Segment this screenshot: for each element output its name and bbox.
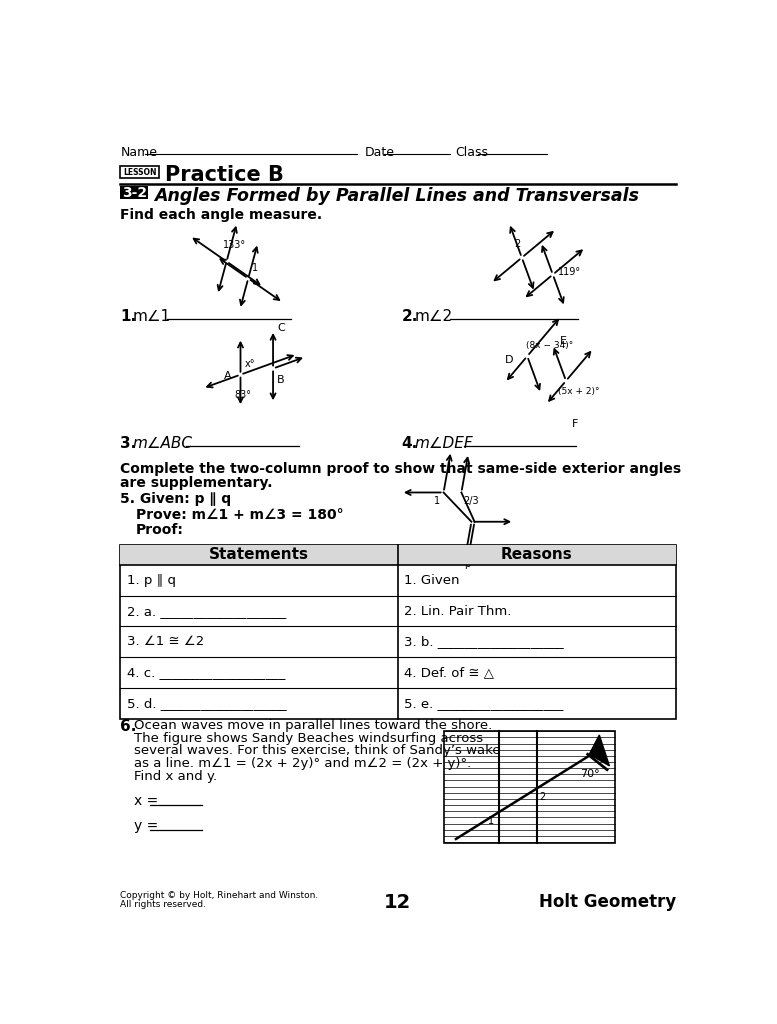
- Text: m∠ABC: m∠ABC: [133, 436, 193, 452]
- Text: C: C: [277, 324, 284, 334]
- Text: 4. Def. of ≅ △: 4. Def. of ≅ △: [404, 667, 494, 679]
- Text: 2. a. ___________________: 2. a. ___________________: [127, 604, 286, 617]
- Text: Date: Date: [364, 146, 395, 159]
- Text: (5x + 2)°: (5x + 2)°: [558, 387, 600, 396]
- Text: 3. ∠1 ≅ ∠2: 3. ∠1 ≅ ∠2: [127, 635, 204, 648]
- Text: Ocean waves move in parallel lines toward the shore.: Ocean waves move in parallel lines towar…: [134, 719, 492, 732]
- Text: 2/3: 2/3: [464, 497, 479, 506]
- Text: Practice B: Practice B: [166, 165, 284, 185]
- Bar: [444, 731, 615, 843]
- Text: 119°: 119°: [557, 267, 580, 278]
- Text: 6.: 6.: [120, 719, 137, 734]
- Text: Reasons: Reasons: [501, 548, 573, 562]
- Text: B: B: [277, 375, 284, 385]
- Text: 70°: 70°: [580, 769, 600, 778]
- Text: m∠1: m∠1: [133, 309, 171, 325]
- Text: Holt Geometry: Holt Geometry: [538, 893, 676, 911]
- Text: 1: 1: [488, 816, 494, 826]
- Bar: [120, 166, 159, 178]
- Text: 3-2: 3-2: [122, 185, 147, 200]
- Text: 2: 2: [514, 239, 521, 249]
- Text: Complete the two-column proof to show that same-side exterior angles: Complete the two-column proof to show th…: [120, 462, 681, 476]
- Text: 3. b. ___________________: 3. b. ___________________: [404, 635, 563, 648]
- Text: 3.: 3.: [120, 436, 137, 452]
- Text: 1: 1: [434, 497, 440, 506]
- Text: F: F: [572, 420, 579, 429]
- Text: m∠2: m∠2: [415, 309, 453, 325]
- Text: 1. p ∥ q: 1. p ∥ q: [127, 573, 176, 587]
- Text: 1: 1: [252, 262, 258, 272]
- Bar: [120, 186, 148, 199]
- Text: Prove: m∠1 + m∠3 = 180°: Prove: m∠1 + m∠3 = 180°: [136, 508, 343, 522]
- Text: 2.: 2.: [402, 309, 418, 325]
- Text: Copyright © by Holt, Rinehart and Winston.: Copyright © by Holt, Rinehart and Winsto…: [120, 891, 319, 900]
- Text: Name: Name: [120, 146, 158, 159]
- Text: LESSON: LESSON: [123, 168, 156, 177]
- Bar: [120, 545, 676, 719]
- Text: 83°: 83°: [235, 390, 251, 400]
- Text: x =: x =: [134, 795, 158, 808]
- Text: m∠DEF: m∠DEF: [415, 436, 473, 452]
- Text: 4.: 4.: [402, 436, 418, 452]
- Text: p: p: [464, 559, 470, 568]
- Text: E: E: [559, 336, 566, 346]
- Text: Angles Formed by Parallel Lines and Transversals: Angles Formed by Parallel Lines and Tran…: [154, 186, 639, 205]
- Text: y =: y =: [134, 819, 158, 833]
- Text: x°: x°: [245, 358, 255, 369]
- Text: 133°: 133°: [224, 240, 246, 250]
- Text: 2: 2: [540, 792, 546, 802]
- Text: Class: Class: [455, 146, 488, 159]
- Polygon shape: [589, 735, 609, 766]
- Text: as a line. m∠1 = (2x + 2y)° and m∠2 = (2x + y)°.: as a line. m∠1 = (2x + 2y)° and m∠2 = (2…: [134, 757, 471, 770]
- Text: several waves. For this exercise, think of Sandy’s wake: several waves. For this exercise, think …: [134, 744, 500, 758]
- Text: Find each angle measure.: Find each angle measure.: [120, 208, 322, 221]
- Text: 5. Given: p ∥ q: 5. Given: p ∥ q: [120, 493, 232, 507]
- Bar: [120, 545, 676, 565]
- Text: A: A: [224, 372, 232, 381]
- Text: 5. d. ___________________: 5. d. ___________________: [127, 697, 286, 710]
- Text: 5. e. ___________________: 5. e. ___________________: [404, 697, 563, 710]
- Text: 1. Given: 1. Given: [404, 573, 459, 587]
- Text: 1.: 1.: [120, 309, 137, 325]
- Text: Proof:: Proof:: [136, 523, 183, 538]
- Text: are supplementary.: are supplementary.: [120, 475, 273, 489]
- Bar: [444, 731, 615, 843]
- Text: D: D: [505, 355, 514, 365]
- Text: 4. c. ___________________: 4. c. ___________________: [127, 667, 285, 679]
- Text: q: q: [469, 554, 475, 564]
- Text: Find x and y.: Find x and y.: [134, 770, 217, 782]
- Text: 12: 12: [384, 893, 412, 912]
- Text: The figure shows Sandy Beaches windsurfing across: The figure shows Sandy Beaches windsurfi…: [134, 731, 483, 744]
- Text: Statements: Statements: [209, 548, 309, 562]
- Text: All rights reserved.: All rights reserved.: [120, 900, 207, 909]
- Text: (8x − 34)°: (8x − 34)°: [526, 341, 573, 350]
- Text: 2. Lin. Pair Thm.: 2. Lin. Pair Thm.: [404, 604, 511, 617]
